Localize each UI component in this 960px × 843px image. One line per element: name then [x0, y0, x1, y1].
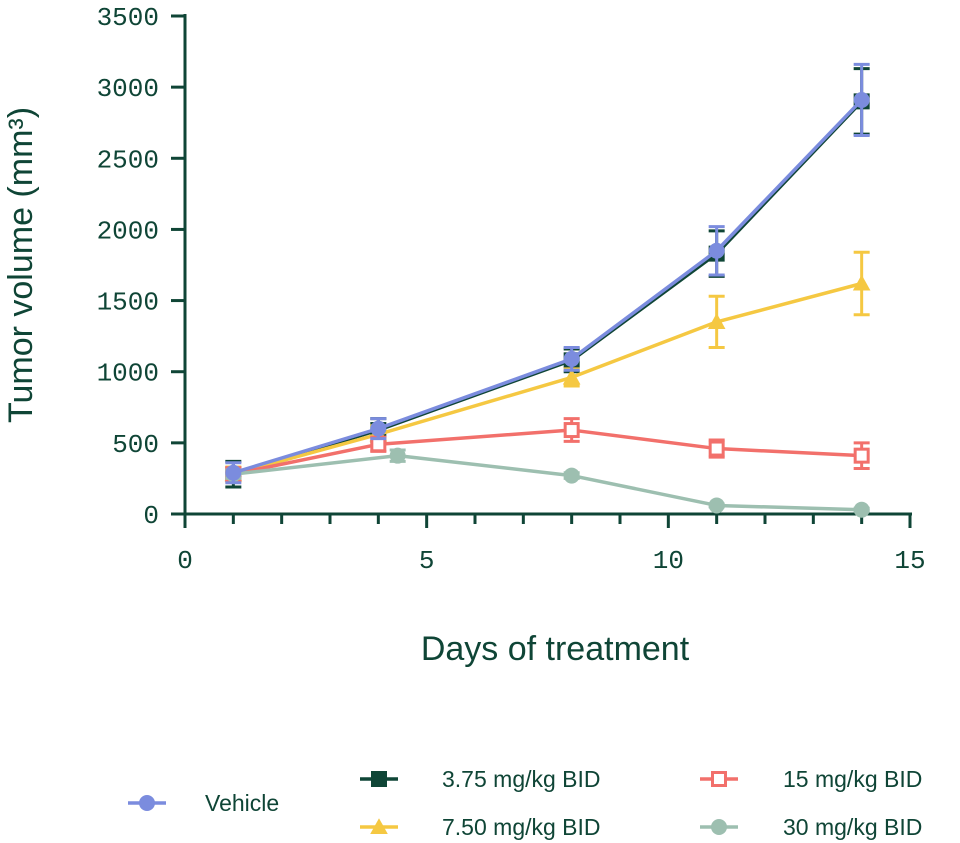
y-tick-label: 2500 [97, 145, 159, 175]
legend-marker [371, 771, 387, 787]
legend-label: 3.75 mg/kg BID [442, 766, 601, 792]
y-tick-label: 3000 [97, 74, 159, 104]
data-point [563, 467, 580, 484]
x-tick-label: 15 [894, 546, 925, 576]
axes: 0 500 1000 1500 2000 2500 3000 3500 0 5 10 15 [97, 3, 926, 576]
data-point [563, 350, 580, 367]
legend-marker [370, 818, 388, 835]
y-tick-label: 1500 [97, 288, 159, 318]
data-point [853, 447, 870, 464]
legend-item: Vehicle [128, 790, 279, 816]
data-point [370, 420, 387, 437]
x-tick-label: 5 [419, 546, 435, 576]
series-line [233, 453, 862, 512]
legend-item: 15 mg/kg BID [700, 766, 922, 792]
legend-marker [711, 771, 727, 787]
data-point [563, 422, 580, 439]
legend-marker [139, 795, 155, 811]
data-point [562, 368, 581, 385]
data-point [708, 497, 725, 514]
x-tick-label: 0 [177, 546, 193, 576]
x-axis-title: Days of treatment [421, 630, 690, 668]
series-3-75-mg-kg-bid [225, 67, 870, 489]
legend-label: Vehicle [205, 790, 279, 816]
series-line [232, 428, 862, 476]
legend-label: 7.50 mg/kg BID [442, 814, 601, 840]
y-tick-label: 1000 [97, 359, 159, 389]
data-point [853, 501, 870, 518]
series-line [232, 98, 863, 475]
y-tick-label: 0 [143, 501, 159, 531]
series-layer [224, 62, 871, 518]
series-30-mg-kg-bid [225, 447, 870, 518]
y-tick-label: 2000 [97, 216, 159, 246]
y-tick-label: 3500 [97, 3, 159, 33]
y-axis-title: Tumor volume (mm³) [2, 107, 40, 423]
legend-label: 30 mg/kg BID [783, 814, 922, 840]
data-point [852, 274, 871, 291]
legend-item: 3.75 mg/kg BID [360, 766, 601, 792]
y-tick-label: 500 [112, 430, 159, 460]
data-point [708, 242, 725, 259]
legend-item: 30 mg/kg BID [700, 814, 922, 840]
legend-marker [711, 819, 727, 835]
data-point [225, 464, 242, 481]
legend: Vehicle 3.75 mg/kg BID 7.50 mg/kg BID 15 mg… [128, 766, 922, 840]
data-point [853, 91, 870, 108]
series-line [232, 100, 863, 476]
data-point [708, 440, 725, 457]
series-vehicle [225, 62, 870, 485]
legend-label: 15 mg/kg BID [783, 766, 922, 792]
x-tick-label: 10 [653, 546, 684, 576]
legend-item: 7.50 mg/kg BID [360, 814, 601, 840]
data-point [707, 313, 726, 329]
data-point [389, 447, 406, 464]
